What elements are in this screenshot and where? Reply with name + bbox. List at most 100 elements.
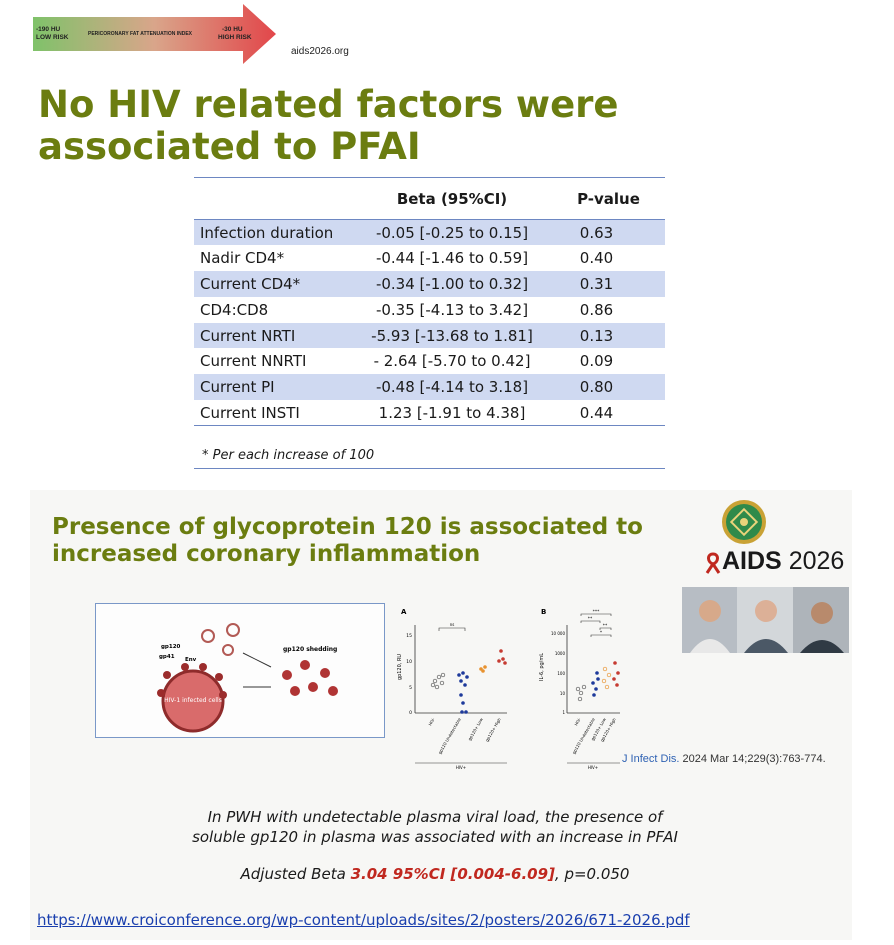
panel-b-group: HIV+ (588, 765, 598, 770)
panel-a-cat-1: gp120 Undetectable (437, 717, 462, 755)
cell-beta: -0.05 [-0.25 to 0.15] (352, 219, 552, 246)
panel-b-ytick-10000: 10 000 (551, 631, 565, 636)
panel-b-letter: B (541, 608, 546, 616)
table-body: Infection duration -0.05 [-0.25 to 0.15] 0… (194, 219, 665, 427)
cell-factor: Current INSTI (194, 400, 352, 427)
panel-b-ytick-10: 10 (560, 691, 566, 696)
gp120-shedding-diagram: HIV-1 infected cells gp120 gp41 Env gp12… (95, 603, 385, 738)
cell-beta: -0.44 [-1.46 to 0.59] (375, 249, 529, 268)
cell-factor: Infection duration (194, 219, 352, 246)
panel-a-dots (430, 649, 507, 714)
cell-factor: Current NRTI (194, 322, 352, 349)
table-row: Infection duration -0.05 [-0.25 to 0.15] 0… (194, 219, 665, 246)
arrow-1 (242, 652, 272, 668)
cell-beta: -0.34 [-1.00 to 0.32] (352, 271, 552, 297)
header-factor (194, 177, 352, 220)
site-url: aids2026.org (291, 46, 349, 57)
table-row: Nadir CD4* -0.44 [-1.46 to 0.59] 0.40 (194, 245, 665, 271)
red-ribbon-icon (705, 552, 721, 574)
panel-a-ytick-5: 5 (409, 685, 412, 691)
adjusted-prefix: Adjusted Beta (240, 865, 351, 883)
cell-p: 0.40 (579, 249, 614, 268)
header-pvalue: P-value (552, 177, 665, 220)
cell-factor: Nadir CD4* (200, 249, 285, 268)
cell-factor: CD4:CD8 (200, 300, 269, 319)
table-row: Current NRTI -5.93 [-13.68 to 1.81] 0.13 (194, 322, 665, 349)
panel-a-cat-3: gp120+ High (484, 717, 502, 743)
high-risk-label: HIGH RISK (218, 34, 252, 41)
panel-b-ytick-1000: 1000 (555, 651, 566, 656)
cell-beta: -0.48 [-4.14 to 3.18] (352, 374, 552, 401)
risk-gradient-arrow (33, 4, 276, 64)
panel-a-ylabel: gp120, RU (397, 654, 403, 681)
env-label: Env (185, 657, 197, 663)
panel-b-sig-0: *** (593, 609, 601, 615)
adjusted-beta: Adjusted Beta 3.04 95%CI [0.004-6.09], p… (100, 864, 770, 884)
shedding-label: gp120 shedding (283, 646, 337, 653)
conclusion-line-1: In PWH with undetectable plasma viral lo… (207, 808, 663, 826)
aids-wordmark-name: AIDS (722, 547, 782, 575)
panel-a-ytick-0: 0 (409, 710, 412, 716)
table-row: Current CD4* -0.34 [-1.00 to 0.32] 0.31 (194, 271, 665, 297)
cell-p: 0.09 (579, 352, 614, 371)
cell-beta: 1.23 [-1.91 to 4.38] (352, 400, 552, 427)
panel-b-sig-1: ** (588, 616, 593, 622)
panel-b-ylabel: IL-6, pg/mL (539, 653, 545, 681)
panel-b-sig: *** ** ** * (588, 609, 608, 636)
panel-b-ytick-1: 1 (562, 710, 565, 715)
poster-url-link[interactable]: https://www.croiconference.org/wp-conten… (37, 911, 690, 929)
panel-b-xlabels: HIV- gp120 Undetectable gp120+ Low gp120… (571, 716, 617, 754)
low-risk-value: -190 HU (36, 26, 61, 33)
cell-factor: Current PI (194, 374, 352, 401)
low-risk-label: LOW RISK (36, 34, 69, 41)
panel-b-dots (575, 661, 620, 702)
virion-icons (201, 623, 240, 656)
presenters-photo (682, 587, 849, 653)
table-row: Current INSTI 1.23 [-1.91 to 4.38] 0.44 (194, 400, 665, 427)
dotplot-figure: A gp120, RU 15 10 5 0 ns HIV- gp120 Unde… (397, 608, 620, 770)
cell-p: 0.80 (552, 374, 665, 401)
section-subtitle: Presence of glycoprotein 120 is associat… (52, 514, 643, 567)
table-footnote: * Per each increase of 100 (194, 444, 665, 469)
panel-a-sig: ns (450, 622, 455, 627)
panel-a-cat-0: HIV- (427, 717, 436, 727)
cell-p: 0.44 (552, 400, 665, 427)
gp120-label: gp120 (161, 644, 181, 650)
shed-gp120-icons (282, 660, 338, 696)
panel-a-group: HIV+ (456, 765, 466, 770)
table-row: Current PI -0.48 [-4.14 to 3.18] 0.80 (194, 374, 665, 401)
panel-a-ytick-10: 10 (406, 659, 412, 665)
citation-details: 2024 Mar 14;229(3):763-774. (679, 753, 826, 765)
infected-cell-icon (161, 669, 225, 733)
header-beta: Beta (95%CI) (352, 177, 552, 220)
gp41-label: gp41 (159, 654, 175, 660)
panel-a-ytick-15: 15 (406, 633, 412, 639)
panel-b-sig-2: ** (603, 623, 608, 629)
cell-beta: - 2.64 [-5.70 to 0.42] (373, 352, 531, 371)
table-header-row: Beta (95%CI) P-value (194, 177, 665, 220)
cell-factor: Current NNRTI (200, 352, 307, 371)
cell-p: 0.86 (579, 300, 614, 319)
panel-b-cat-0: HIV- (573, 717, 582, 727)
panel-b-ytick-100: 100 (557, 671, 565, 676)
conclusion-line-2: soluble gp120 in plasma was associated w… (192, 828, 678, 846)
aids-conference-logo (722, 500, 766, 544)
aids-2026-wordmark: AIDS 2026 (722, 547, 844, 576)
cell-beta: -0.35 [-4.13 to 3.42] (375, 300, 529, 319)
main-title: No HIV related factors were associated t… (38, 83, 619, 168)
aids-wordmark-year: 2026 (788, 547, 845, 575)
panel-a-xlabels: HIV- gp120 Undetectable gp120+ Low gp120… (427, 716, 502, 754)
pfai-scale-label: PERICORONARY FAT ATTENUATION INDEX (88, 31, 192, 37)
cell-label: HIV-1 infected cells (164, 697, 222, 704)
journal-name[interactable]: J Infect Dis. (622, 753, 680, 765)
high-risk-value: -30 HU (222, 26, 243, 33)
adjusted-highlight: 3.04 95%CI [0.004-6.09] (350, 865, 555, 883)
cell-p: 0.63 (552, 219, 665, 246)
panel-a-cat-2: gp120+ Low (467, 716, 484, 741)
pfai-factor-table: Beta (95%CI) P-value Infection duration -… (194, 177, 665, 427)
adjusted-suffix: , p=0.050 (554, 865, 630, 883)
cell-p: 0.31 (552, 271, 665, 297)
cell-p: 0.13 (552, 322, 665, 349)
panel-b-sig-3: * (600, 630, 603, 636)
table-row: Current NNRTI - 2.64 [-5.70 to 0.42] 0.09 (194, 348, 665, 374)
